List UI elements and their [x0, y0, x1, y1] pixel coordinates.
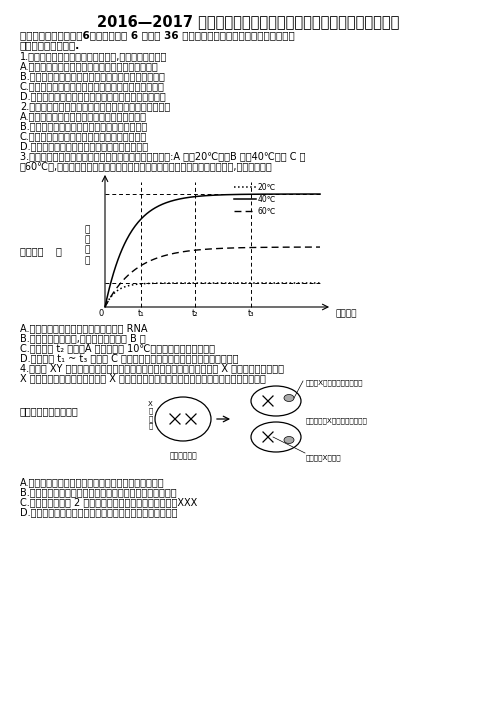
- Ellipse shape: [284, 395, 294, 402]
- Text: B.　三个温度条件下,该酶活性最高的是 B 组: B. 三个温度条件下,该酶活性最高的是 B 组: [20, 333, 146, 343]
- Text: D.　青蛙的受精卵和早期胚胎细胞都具有全能性: D. 青蛙的受精卵和早期胚胎细胞都具有全能性: [20, 141, 148, 151]
- Text: 产
物
浓
度: 产 物 浓 度: [84, 225, 90, 265]
- Text: 0: 0: [98, 309, 104, 318]
- Text: 说法不正确的是（　）: 说法不正确的是（ ）: [20, 406, 79, 416]
- Text: B.　动物细胞中的原癌基因能阻止细胞无限增殖: B. 动物细胞中的原癌基因能阻止细胞无限增殖: [20, 121, 147, 131]
- Text: A.　可以使用龙胆紫或醉酸洋红液对巴氏小体进行染色: A. 可以使用龙胆紫或醉酸洋红液对巴氏小体进行染色: [20, 477, 165, 487]
- Text: A.　生物体内酶的化学本质是蛋白质或 RNA: A. 生物体内酶的化学本质是蛋白质或 RNA: [20, 323, 147, 333]
- Text: 有活性的X染色体: 有活性的X染色体: [306, 454, 342, 461]
- Text: C.　在时间 t₂ 之前，A 组温度提高 10℃后催化反应的速度会加快: C. 在时间 t₂ 之前，A 组温度提高 10℃后催化反应的速度会加快: [20, 343, 215, 353]
- Text: 早期胚胎细胞: 早期胚胎细胞: [169, 451, 197, 460]
- Text: 失活后X染色体（巴氏小体）: 失活后X染色体（巴氏小体）: [306, 379, 364, 385]
- Text: C.　体细胞中含有 2 个巴氏小体的雌猫的性染色体组成为XXX: C. 体细胞中含有 2 个巴氏小体的雌猫的性染色体组成为XXX: [20, 497, 197, 507]
- Text: 一、选择题：本大题公6小题，每小题 6 分，公 36 分。在每小题给出的四个选项中，只有一: 一、选择题：本大题公6小题，每小题 6 分，公 36 分。在每小题给出的四个选项…: [20, 30, 295, 40]
- Text: t₃: t₃: [248, 309, 254, 318]
- Text: 2.　下列有关细胞生命历程的说法，不正确的是（　　）: 2. 下列有关细胞生命历程的说法，不正确的是（ ）: [20, 101, 170, 111]
- Text: 20℃: 20℃: [258, 183, 276, 192]
- Text: 反应时间: 反应时间: [336, 309, 358, 318]
- Text: 确的是（    ）: 确的是（ ）: [20, 246, 62, 256]
- Text: 3.　为了研究温度对某种酶活性的影响，设置三个实验组:A 组（20℃）、B 组（40℃）和 C 组: 3. 为了研究温度对某种酶活性的影响，设置三个实验组:A 组（20℃）、B 组（…: [20, 151, 306, 161]
- Text: 细胞分裂和X染色体的随机失活: 细胞分裂和X染色体的随机失活: [306, 418, 368, 424]
- Text: D.　巴氏小体上的基因不能表达的原因主要是翻译过程受阻: D. 巴氏小体上的基因不能表达的原因主要是翻译过程受阻: [20, 507, 178, 517]
- Text: C.　人体通过细胞凋亡完成对被感染细胞的清除: C. 人体通过细胞凋亡完成对被感染细胞的清除: [20, 131, 147, 141]
- Text: 60℃: 60℃: [258, 206, 276, 216]
- Text: t₁: t₁: [138, 309, 144, 318]
- Text: 4.　猫是 XY 型性别决定的二倍体生物，当猫细胞中存在两条或两条以上 X 染色体时，只有一条: 4. 猫是 XY 型性别决定的二倍体生物，当猫细胞中存在两条或两条以上 X 染色…: [20, 363, 284, 373]
- Text: D.　膜中的磷脂分子是由胆固醇、脂肪酸和磷酸组成的: D. 膜中的磷脂分子是由胆固醇、脂肪酸和磷酸组成的: [20, 91, 166, 101]
- Text: 2016—2017 学年四川省遂宁市射洪中学高三（上）入学生物试卷: 2016—2017 学年四川省遂宁市射洪中学高三（上）入学生物试卷: [97, 14, 399, 29]
- Text: A.　草履虫细胞的核质比例会影响其体积的大小: A. 草履虫细胞的核质比例会影响其体积的大小: [20, 111, 147, 121]
- Ellipse shape: [284, 437, 294, 444]
- Text: B.　通过观察体细胞中是否有巴氏小体能区分正常猫的性别: B. 通过观察体细胞中是否有巴氏小体能区分正常猫的性别: [20, 487, 177, 497]
- Text: B.　颤藻和衣藻都能通过叶绳体的光合作用合成有机物: B. 颤藻和衣藻都能通过叶绳体的光合作用合成有机物: [20, 71, 165, 81]
- Text: D.　在时间 t₁ ~ t₃ 时，向 C 组反应体系中增加底物后产物总量会有所增加: D. 在时间 t₁ ~ t₃ 时，向 C 组反应体系中增加底物后产物总量会有所增…: [20, 353, 239, 363]
- Text: 40℃: 40℃: [258, 194, 276, 204]
- Text: （60℃）,测定各组在不同反应时间内的产物浓度（其他条件相同），结果如图,下列叙述不正: （60℃）,测定各组在不同反应时间内的产物浓度（其他条件相同），结果如图,下列叙…: [20, 161, 273, 171]
- Text: 项是符合题目要求的.: 项是符合题目要求的.: [20, 40, 80, 50]
- Text: X 染色体上的基因能表达，其余 X 染色体高度螺旋化失活成为巴氏小体，如图所示，则相关: X 染色体上的基因能表达，其余 X 染色体高度螺旋化失活成为巴氏小体，如图所示，…: [20, 373, 266, 383]
- Text: 1.　下列关于细胞结构与功能的说法,正确的是（　　）: 1. 下列关于细胞结构与功能的说法,正确的是（ ）: [20, 51, 167, 61]
- Text: C.　细胞膜与线粒体膜、核膜中所含蛋白质的功能相同: C. 细胞膜与线粒体膜、核膜中所含蛋白质的功能相同: [20, 81, 165, 91]
- Text: t₂: t₂: [192, 309, 198, 318]
- Text: X
染
色
体: X 染 色 体: [148, 401, 153, 430]
- Text: A.　细胞膜两侧的离子浓度差是通过主动运输实现的: A. 细胞膜两侧的离子浓度差是通过主动运输实现的: [20, 61, 159, 71]
